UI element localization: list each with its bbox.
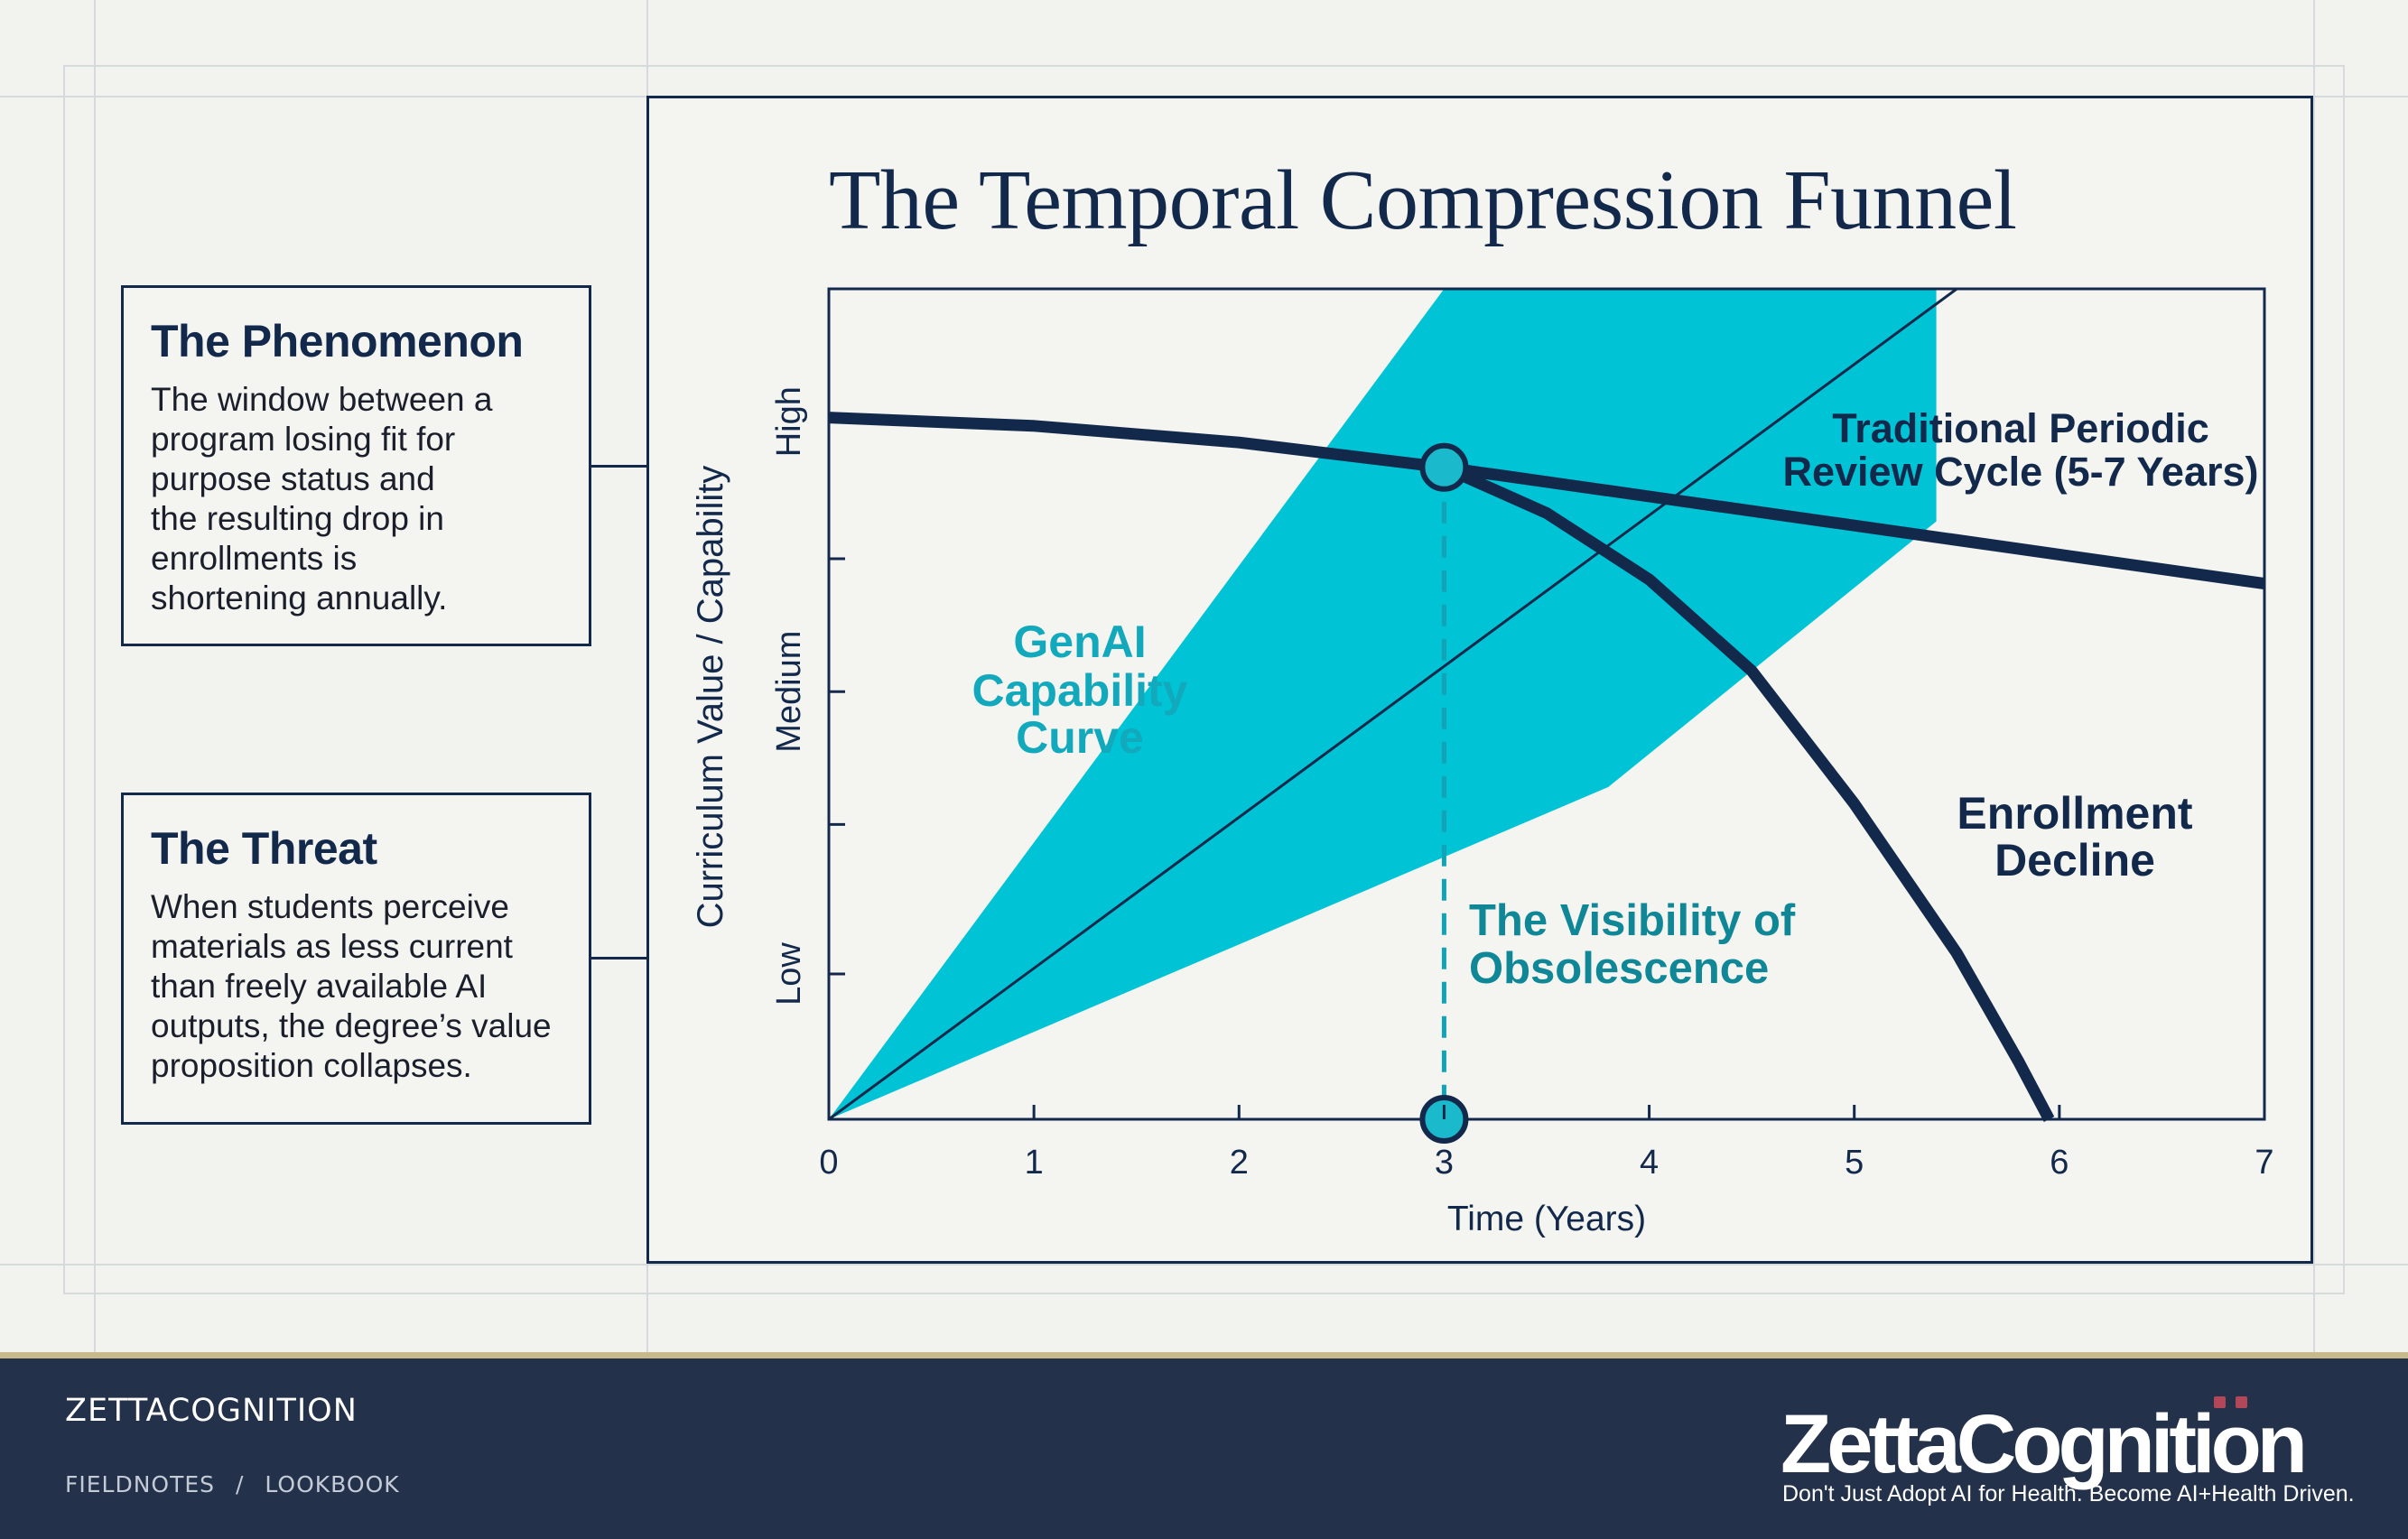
guide-line [2343, 65, 2345, 1294]
chart-title: The Temporal Compression Funnel [829, 153, 2017, 247]
guide-line [0, 1264, 2408, 1266]
card-line: materials as less current [151, 928, 513, 965]
x-tick-label: 3 [1435, 1144, 1454, 1182]
review-cycle-label: Review Cycle (5-7 Years) [1783, 449, 2259, 495]
zettacognition-logo[interactable]: ZettaCognition [1779, 1393, 2338, 1492]
review-cycle-line [829, 412, 2264, 590]
card-body: The window between a program losing fit … [151, 380, 562, 618]
breadcrumb-separator: / [236, 1471, 245, 1497]
card-line: outputs, the degree’s value [151, 1007, 552, 1044]
guide-line [63, 1293, 2345, 1294]
breadcrumb-fieldnotes[interactable]: FIELDNOTES [65, 1471, 216, 1497]
x-tick-label: 2 [1230, 1144, 1249, 1182]
enrollment-decline-label: Decline [1994, 835, 2155, 885]
logo-dot [2214, 1396, 2226, 1408]
logo-dot [2236, 1396, 2247, 1408]
y-tick-label: High [770, 386, 808, 457]
breadcrumb-lookbook[interactable]: LOOKBOOK [265, 1471, 400, 1497]
card-connector [591, 957, 647, 960]
enrollment-decline-line [1441, 461, 2055, 1123]
genai-label: GenAI [1013, 617, 1146, 667]
x-axis-label: Time (Years) [1447, 1200, 1646, 1238]
genai-label: Curve [1016, 712, 1144, 763]
x-tick-label: 6 [2050, 1144, 2069, 1182]
card-body: When students perceive materials as less… [151, 887, 562, 1086]
card-line: shortening annually. [151, 579, 448, 617]
plot-area-border [827, 287, 2266, 1121]
guide-line [2313, 0, 2315, 1352]
card-line: enrollments is [151, 540, 358, 577]
phenomenon-card: The Phenomenon The window between a prog… [121, 285, 591, 646]
x-tick-label: 0 [819, 1144, 838, 1182]
footer-brand: ZETTACOGNITION [65, 1393, 358, 1429]
card-connector [591, 465, 647, 468]
obsolescence-label: The Visibility of [1469, 896, 1796, 945]
card-line: purpose status and [151, 460, 435, 497]
y-tick-label: Low [770, 942, 808, 1006]
obsolescence-label: Obsolescence [1469, 944, 1769, 993]
guide-line [63, 65, 65, 1294]
threat-card: The Threat When students perceive materi… [121, 793, 591, 1125]
review-cycle-label: Traditional Periodic [1832, 405, 2209, 451]
card-title: The Threat [151, 823, 377, 874]
chart-plot: 0 1 2 3 4 5 6 7 Time (Years) Low Medium High Curricu… [691, 287, 2274, 1238]
x-tick-label: 1 [1025, 1144, 1044, 1182]
guide-line [63, 65, 2345, 67]
breadcrumb: FIELDNOTES / LOOKBOOK [65, 1471, 400, 1497]
x-tick-label: 7 [2255, 1144, 2273, 1182]
x-tick-label: 5 [1845, 1144, 1864, 1182]
genai-label: Capability [972, 665, 1188, 716]
card-title: The Phenomenon [151, 316, 524, 366]
card-line: than freely available AI [151, 968, 488, 1005]
logo-wordmark: ZettaCognition [1780, 1398, 2303, 1490]
card-line: The window between a [151, 381, 493, 418]
guide-line [94, 0, 96, 1352]
data-point-marker [1419, 442, 1469, 492]
genai-capability-line [829, 289, 1958, 1119]
enrollment-decline-label: Enrollment [1957, 788, 2192, 839]
card-line: When students perceive [151, 888, 509, 925]
card-line: proposition collapses. [151, 1047, 472, 1084]
card-line: program losing fit for [151, 421, 456, 458]
footer-bar: ZETTACOGNITION FIELDNOTES / LOOKBOOK Zet… [0, 1352, 2408, 1539]
y-axis-label: Curriculum Value / Capability [691, 466, 730, 929]
card-line: the resulting drop in [151, 500, 444, 537]
footer-tagline: Don't Just Adopt AI for Health. Become A… [1782, 1481, 2355, 1507]
x-tick-label: 4 [1640, 1144, 1659, 1182]
y-tick-label: Medium [770, 631, 808, 753]
